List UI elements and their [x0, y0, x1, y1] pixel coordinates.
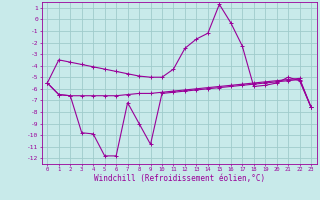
X-axis label: Windchill (Refroidissement éolien,°C): Windchill (Refroidissement éolien,°C) [94, 174, 265, 183]
